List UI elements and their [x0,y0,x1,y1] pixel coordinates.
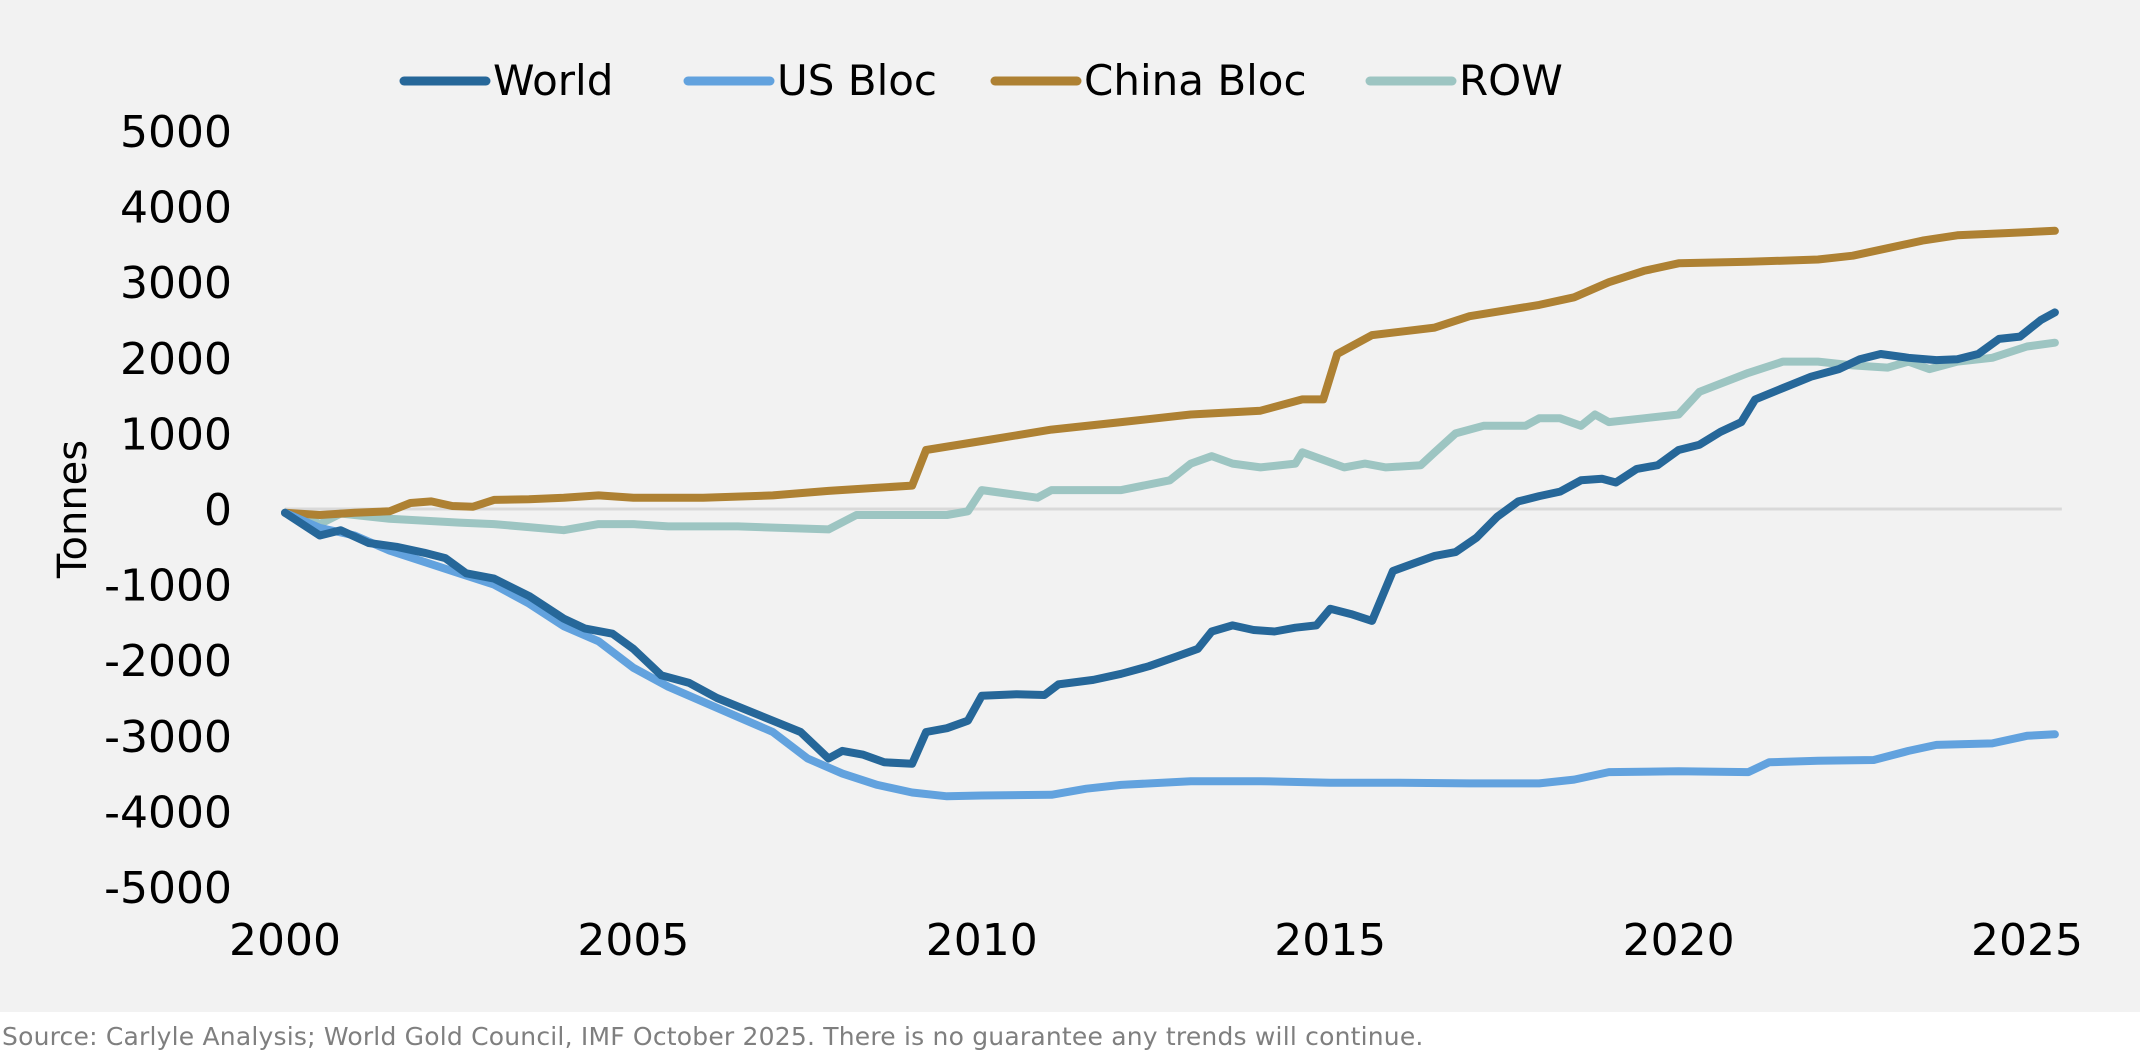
series-lines [281,226,2059,801]
chart-area: World US Bloc China Bloc ROW 5000 4000 3000 20… [0,0,2140,1012]
legend-label: ROW [1459,56,1563,105]
x-tick-label: 2000 [229,915,341,966]
y-tick-label: 3000 [120,258,232,309]
legend: World US Bloc China Bloc ROW [399,56,1563,105]
legend-label: World [493,56,613,105]
series-line-us-bloc [281,508,2059,801]
legend-label: China Bloc [1084,56,1307,105]
line-chart: World US Bloc China Bloc ROW 5000 4000 3000 20… [50,56,2083,966]
y-tick-label: 4000 [120,183,232,234]
y-tick-label: -5000 [104,863,232,914]
source-note: Source: Carlyle Analysis; World Gold Cou… [2,1022,1424,1051]
series-line-row [281,338,2059,535]
x-axis-ticks: 2000 2005 2010 2015 2020 2025 [229,915,2083,966]
y-axis-label: Tonnes [50,440,96,579]
y-tick-label: 0 [204,485,232,536]
series-line-world [281,308,2059,768]
x-tick-label: 2010 [926,915,1038,966]
x-tick-label: 2005 [577,915,689,966]
y-tick-label: 2000 [120,334,232,385]
x-tick-label: 2020 [1623,915,1735,966]
y-tick-label: 1000 [120,409,232,460]
x-tick-label: 2015 [1274,915,1386,966]
legend-label: US Bloc [777,56,937,105]
y-tick-label: -3000 [104,712,232,763]
y-tick-label: -2000 [104,636,232,687]
y-tick-label: -4000 [104,787,232,838]
y-tick-label: 5000 [120,107,232,158]
y-axis-ticks: 5000 4000 3000 2000 1000 0 -1000 -2000 -3000 -400… [104,107,232,914]
x-tick-label: 2025 [1971,915,2083,966]
y-tick-label: -1000 [104,561,232,612]
series-line-china-bloc [281,226,2059,519]
